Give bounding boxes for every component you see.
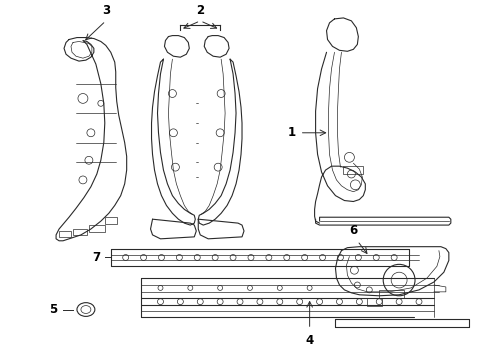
Text: 5: 5 (49, 303, 57, 316)
Text: 2: 2 (196, 4, 204, 17)
Bar (89, 225, 105, 232)
Bar (73, 229, 87, 235)
Text: 3: 3 (102, 4, 110, 17)
Bar (59, 231, 71, 237)
Text: 1: 1 (288, 126, 295, 139)
Bar (105, 217, 117, 224)
Text: 7: 7 (93, 251, 101, 264)
Bar (343, 166, 363, 174)
Bar (368, 298, 382, 306)
Bar (379, 290, 404, 298)
Text: 6: 6 (349, 224, 358, 237)
Text: 4: 4 (305, 334, 314, 347)
